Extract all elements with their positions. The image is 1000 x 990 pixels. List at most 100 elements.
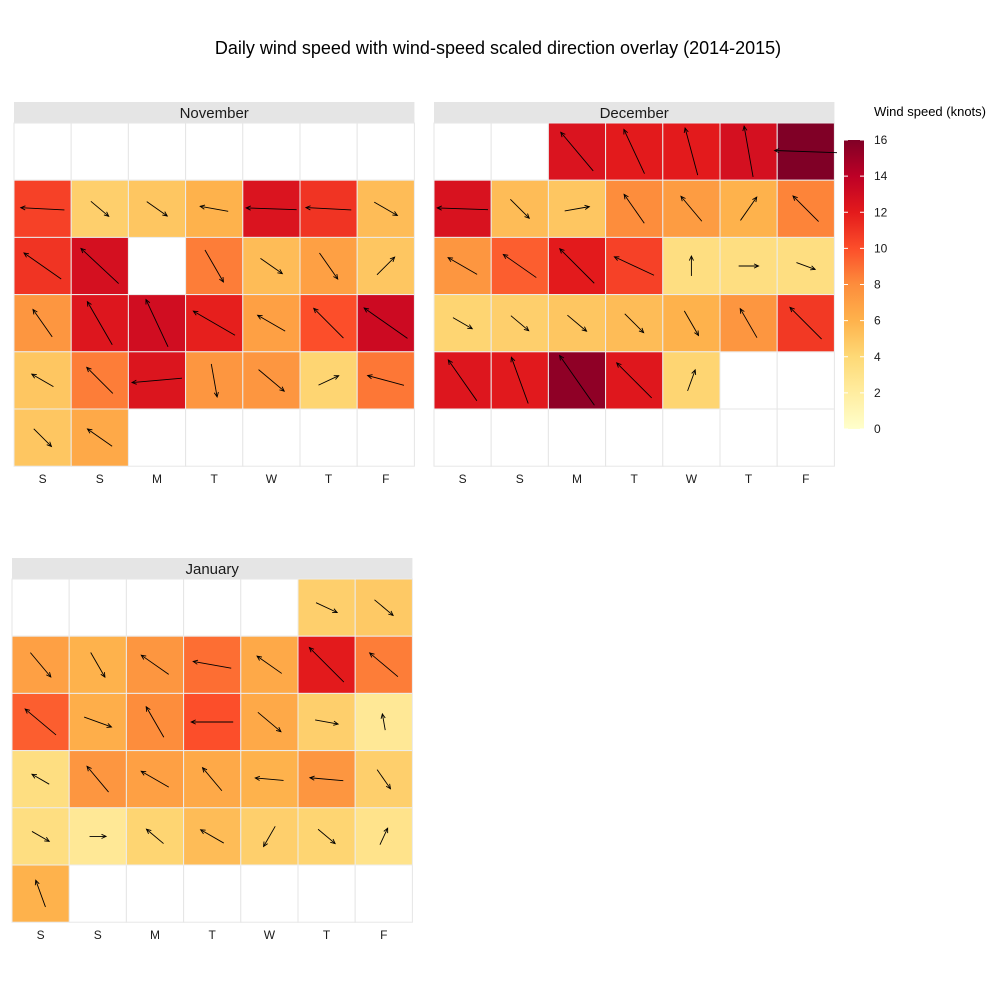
wind-arrow-head [80, 247, 86, 254]
wind-arrow [452, 317, 473, 330]
wind-arrow-head [680, 195, 686, 202]
wind-arrow [146, 828, 164, 844]
weekday-tick-label: S [39, 472, 47, 486]
weekday-tick-label: S [94, 928, 102, 942]
wind-arrow-head [201, 766, 208, 773]
empty-cell [240, 864, 299, 923]
facet-label: December [600, 105, 669, 122]
empty-cell [356, 122, 415, 181]
wind-arrow-head [275, 726, 282, 733]
wind-arrow [255, 777, 284, 781]
empty-cell [183, 864, 242, 923]
wind-arrow [263, 826, 276, 847]
wind-arrow [616, 362, 653, 399]
wind-arrow [80, 248, 119, 284]
wind-arrow-head [308, 775, 315, 781]
wind-arrow [145, 706, 165, 738]
wind-arrow-head [739, 307, 745, 314]
wind-arrow [210, 363, 218, 397]
empty-cell [185, 408, 244, 467]
weekday-tick-label: W [266, 472, 278, 486]
wind-arrow [743, 126, 754, 178]
wind-arrow [567, 314, 587, 332]
wind-arrow-head [392, 211, 399, 217]
wind-arrow [31, 373, 54, 388]
wind-arrow-head [86, 300, 92, 307]
wind-arrow [614, 256, 655, 276]
panel-december: December S S M T W T F [433, 102, 837, 486]
weekday-tick-label: M [152, 472, 162, 486]
wind-arrow [623, 194, 645, 224]
wind-arrow [447, 257, 478, 275]
legend: Wind speed (knots) 0 2 4 6 8 10 12 14 16 [844, 104, 986, 436]
wind-arrow [193, 661, 232, 669]
wind-arrow-head [560, 131, 566, 138]
wind-arrow [684, 127, 699, 176]
wind-arrow-head [162, 211, 169, 217]
empty-cell [433, 122, 492, 181]
wind-arrow [559, 248, 595, 284]
weekday-tick-label: S [516, 472, 524, 486]
empty-cell [127, 236, 187, 296]
wind-arrow-head [380, 712, 386, 719]
wind-arrow [367, 375, 405, 386]
wind-arrow-head [789, 306, 795, 313]
wind-arrow-head [447, 257, 454, 262]
wind-arrow [146, 201, 168, 217]
wind-arrow [363, 307, 408, 339]
facet-strip [14, 102, 415, 123]
wind-arrow [796, 262, 816, 270]
weekday-tick-label: T [211, 472, 219, 486]
wind-arrow [31, 831, 50, 842]
wind-arrow-head [100, 672, 106, 679]
empty-cell [356, 408, 415, 467]
facet-strip [434, 102, 835, 123]
wind-arrow [315, 602, 338, 613]
panel-november: November S S M T W T F [13, 102, 415, 486]
wind-arrow-head [256, 314, 263, 320]
wind-arrow [35, 880, 46, 908]
wind-arrow-head [245, 205, 251, 211]
wind-arrow-head [44, 837, 51, 842]
wind-arrow [437, 207, 489, 211]
wind-arrow [87, 428, 113, 447]
wind-arrow [86, 301, 113, 345]
wind-arrow-head [101, 833, 108, 839]
wind-arrow [376, 256, 395, 276]
weekday-tick-label: W [686, 472, 698, 486]
wind-arrow-head [145, 828, 152, 834]
wind-arrow-head [256, 655, 263, 661]
wind-arrow-head [691, 368, 697, 375]
wind-arrow-head [24, 708, 31, 714]
wind-arrow [204, 249, 224, 283]
wind-arrow-head [106, 723, 113, 728]
wind-arrow-head [145, 705, 151, 712]
wind-arrow [258, 369, 285, 392]
wind-arrow-head [524, 213, 530, 219]
wind-arrow [32, 309, 53, 338]
wind-arrow [369, 652, 399, 678]
wind-arrow-head [332, 608, 339, 613]
wind-arrow-head [312, 307, 319, 314]
wind-arrow-head [279, 386, 286, 392]
wind-arrow [503, 254, 537, 278]
wind-arrow-head [366, 374, 373, 380]
wind-arrow [510, 315, 530, 332]
weekday-tick-label: F [380, 928, 387, 942]
wind-arrow [305, 207, 352, 211]
weekday-tick-label: F [802, 472, 809, 486]
wind-arrow [623, 129, 645, 174]
wind-arrow [564, 206, 590, 212]
weekday-tick-label: T [325, 472, 333, 486]
facet-label: January [186, 561, 240, 578]
empty-cell [70, 122, 129, 181]
empty-cell [127, 122, 187, 181]
empty-cell [299, 408, 358, 467]
wind-arrow [559, 355, 595, 406]
wind-arrow [33, 428, 52, 447]
empty-cell [68, 578, 127, 637]
wind-arrow-head [86, 366, 92, 373]
wind-arrow-head [638, 327, 645, 334]
wind-arrow-head [742, 125, 748, 132]
weekday-tick-label: T [323, 928, 331, 942]
